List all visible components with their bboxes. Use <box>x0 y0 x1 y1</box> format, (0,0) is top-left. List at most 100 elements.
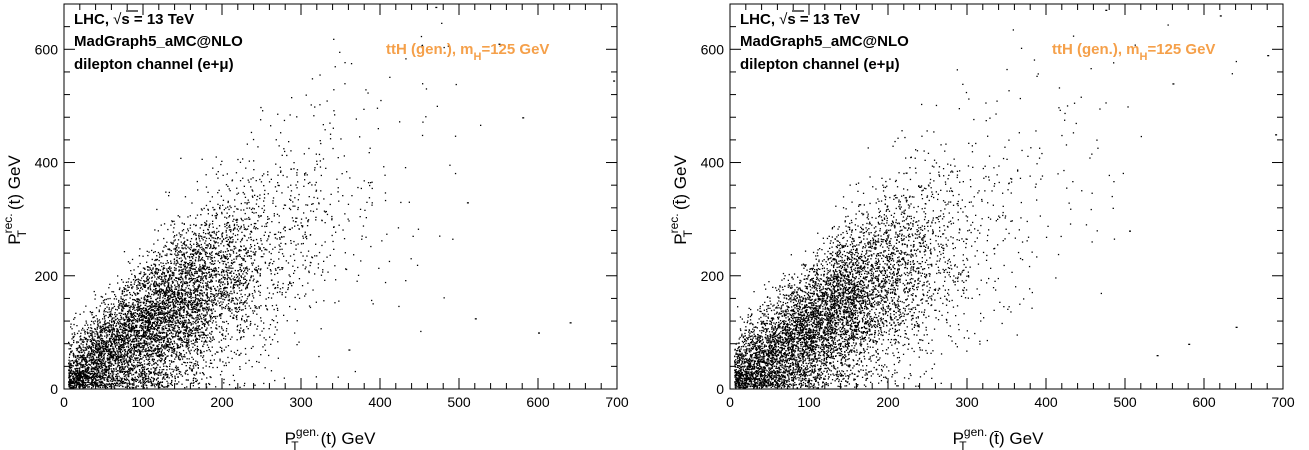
scatter-point <box>184 271 187 273</box>
scatter-point <box>203 324 205 326</box>
scatter-point <box>68 369 70 371</box>
scatter-point <box>209 350 212 352</box>
scatter-point <box>254 252 256 254</box>
scatter-point <box>246 239 248 242</box>
scatter-point <box>120 341 122 343</box>
scatter-point <box>119 303 121 305</box>
scatter-point <box>76 377 78 380</box>
scatter-point <box>140 372 142 374</box>
scatter-point <box>177 331 179 333</box>
scatter-point <box>115 331 118 333</box>
scatter-point <box>160 361 162 363</box>
scatter-point <box>180 343 182 345</box>
scatter-point <box>156 258 158 261</box>
scatter-point <box>281 236 283 238</box>
scatter-point <box>103 321 106 323</box>
scatter-point <box>201 313 203 315</box>
scatter-point <box>152 267 154 269</box>
scatter-point <box>174 235 176 237</box>
scatter-point <box>297 243 299 245</box>
scatter-point <box>199 293 201 295</box>
scatter-point <box>119 377 121 379</box>
scatter-point <box>121 350 124 352</box>
scatter-point <box>171 290 174 293</box>
scatter-point <box>139 305 141 308</box>
scatter-point <box>210 268 212 270</box>
scatter-point <box>79 380 81 382</box>
scatter-point <box>101 325 104 328</box>
scatter-point <box>198 313 201 316</box>
scatter-point <box>121 300 124 303</box>
scatter-point <box>201 294 204 296</box>
scatter-point <box>257 272 259 274</box>
scatter-point <box>258 268 260 270</box>
scatter-point <box>81 381 83 383</box>
scatter-point <box>273 215 275 217</box>
scatter-point <box>132 306 134 308</box>
scatter-point <box>148 378 150 380</box>
scatter-point <box>122 310 124 312</box>
scatter-point <box>248 207 251 209</box>
scatter-point <box>218 281 220 283</box>
scatter-point <box>102 358 104 360</box>
scatter-point <box>107 331 109 333</box>
scatter-point <box>187 373 189 376</box>
scatter-point <box>188 256 191 258</box>
scatter-point <box>72 375 75 377</box>
scatter-point <box>205 365 207 367</box>
scatter-point <box>72 381 75 384</box>
scatter-point <box>124 342 126 345</box>
scatter-point <box>230 290 232 293</box>
scatter-point <box>314 167 316 169</box>
scatter-point <box>259 215 262 217</box>
scatter-point <box>177 368 180 371</box>
scatter-point <box>251 264 254 266</box>
scatter-point <box>105 349 108 352</box>
scatter-point <box>83 329 85 331</box>
scatter-point <box>181 375 184 377</box>
scatter-point <box>180 339 182 342</box>
scatter-point <box>109 331 111 333</box>
scatter-point <box>238 283 240 286</box>
scatter-point <box>244 301 246 303</box>
scatter-point <box>128 373 130 375</box>
scatter-point <box>112 354 114 356</box>
scatter-point <box>318 203 320 205</box>
scatter-point <box>201 327 203 329</box>
scatter-point <box>221 256 223 258</box>
scatter-point <box>184 290 186 292</box>
scatter-point <box>98 362 100 365</box>
scatter-point <box>404 167 407 169</box>
scatter-point <box>96 385 98 387</box>
scatter-point <box>131 349 133 351</box>
scatter-point <box>119 359 121 361</box>
scatter-point <box>198 331 200 334</box>
scatter-point <box>159 269 162 271</box>
scatter-point <box>232 239 234 241</box>
scatter-point <box>177 239 180 241</box>
scatter-point <box>170 381 173 383</box>
scatter-point <box>138 314 140 316</box>
scatter-point <box>201 337 203 339</box>
scatter-point <box>172 231 174 233</box>
scatter-point <box>190 245 193 247</box>
scatter-point <box>133 327 136 329</box>
scatter-point <box>224 251 227 253</box>
scatter-point <box>144 371 146 374</box>
scatter-point <box>215 216 217 219</box>
scatter-point <box>203 267 206 270</box>
scatter-point <box>235 297 237 299</box>
scatter-point <box>98 371 100 373</box>
scatter-point <box>233 211 235 213</box>
scatter-point <box>133 351 135 353</box>
scatter-point <box>305 172 307 174</box>
scatter-point <box>250 257 252 260</box>
scatter-point <box>270 279 273 281</box>
scatter-point <box>134 324 137 326</box>
scatter-point <box>147 300 149 302</box>
scatter-point <box>223 306 225 309</box>
scatter-point <box>175 267 177 270</box>
scatter-point <box>101 363 104 365</box>
scatter-point <box>213 247 216 249</box>
scatter-point <box>278 215 280 217</box>
